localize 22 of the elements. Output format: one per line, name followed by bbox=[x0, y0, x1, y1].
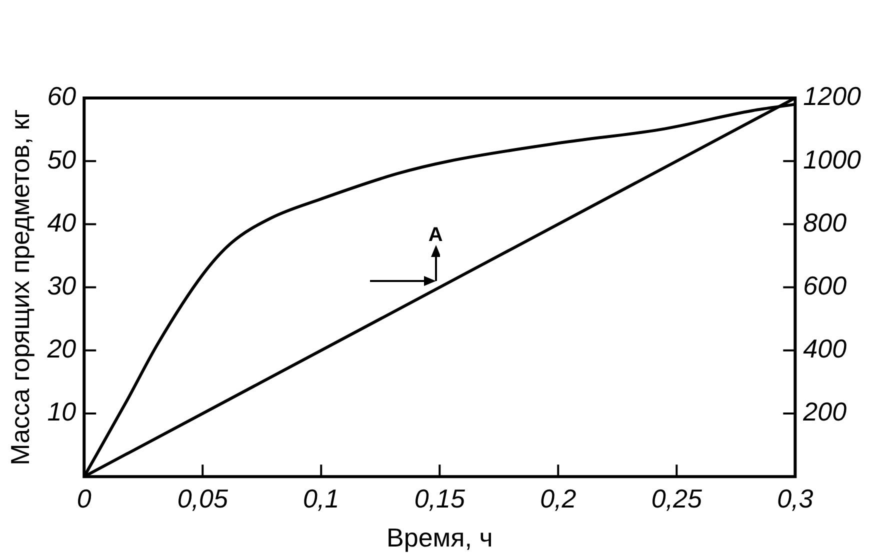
x-tick-label: 0,05 bbox=[177, 483, 228, 514]
y2-tick-label: 400 bbox=[803, 334, 848, 364]
x-axis-title: Время, ч bbox=[386, 522, 493, 553]
y-tick-label: 60 bbox=[47, 81, 77, 112]
x-tick-label: 0,3 bbox=[777, 483, 814, 514]
y-tick-label: 50 bbox=[47, 144, 77, 174]
y2-tick-label: 1200 bbox=[803, 81, 862, 112]
y-tick-label: 10 bbox=[47, 396, 77, 427]
y-tick-label: 30 bbox=[47, 270, 77, 301]
annotation: А bbox=[428, 224, 443, 246]
y2-tick-label: 1000 bbox=[803, 144, 862, 174]
x-tick-label: 0 bbox=[76, 483, 92, 514]
x-tick-label: 0,2 bbox=[540, 483, 577, 514]
y-axis-title: Масса горящих предметов, кг bbox=[4, 109, 35, 466]
x-tick-label: 0,15 bbox=[414, 483, 466, 514]
x-tick-label: 0,1 bbox=[303, 483, 340, 514]
y2-tick-label: 600 bbox=[803, 270, 848, 301]
x-tick-label: 0,25 bbox=[651, 483, 702, 514]
y2-tick-label: 800 bbox=[803, 207, 848, 238]
y-tick-label: 40 bbox=[47, 207, 77, 238]
y-tick-label: 20 bbox=[46, 334, 77, 364]
y2-tick-label: 200 bbox=[802, 396, 848, 427]
